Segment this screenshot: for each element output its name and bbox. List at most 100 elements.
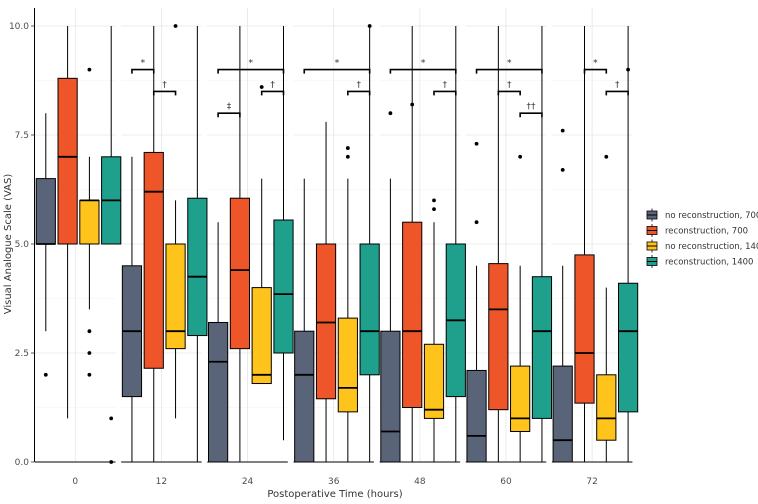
significance-label: *: [335, 59, 340, 69]
box-body: [552, 365, 573, 463]
box-body: [531, 276, 553, 419]
x-tick-label: 12: [156, 477, 167, 487]
box-body: [208, 321, 229, 463]
bracket-line: [605, 90, 629, 96]
significance-bracket: *: [475, 59, 543, 74]
legend-item: reconstruction, 700: [646, 224, 748, 237]
box-0-2: [79, 67, 100, 377]
legend-item: no reconstruction, 700: [646, 208, 758, 222]
legend-label: reconstruction, 1400: [665, 258, 753, 268]
significance-label: ‡: [227, 102, 232, 112]
box-48-0: [380, 111, 401, 463]
outlier-point: [560, 128, 565, 133]
outlier-point: [173, 24, 178, 28]
bracket-line: [303, 68, 371, 74]
box-12-0: [121, 156, 143, 462]
box-36-1: [315, 121, 337, 462]
outlier-point: [626, 67, 630, 72]
box-body: [510, 365, 531, 432]
significance-label: *: [141, 59, 146, 69]
y-tick-label: 0.0: [15, 458, 30, 468]
significance-bracket: *: [131, 59, 155, 74]
significance-bracket: *: [583, 59, 608, 74]
box-60-1: [488, 26, 509, 462]
box-body: [251, 287, 272, 385]
box-0-0: [35, 113, 56, 377]
significance-bracket: †: [260, 80, 285, 96]
box-72-0: [552, 128, 573, 463]
x-tick-label: 24: [242, 477, 254, 487]
box-body: [187, 197, 208, 337]
box-body: [229, 197, 251, 350]
legend-item: reconstruction, 1400: [646, 255, 753, 268]
significance-bracket: †: [605, 80, 629, 96]
box-body: [337, 317, 358, 413]
box-body: [165, 243, 186, 350]
box-60-2: [510, 154, 531, 462]
box-24-2: [251, 85, 272, 385]
box-body: [57, 77, 78, 245]
outlier-point: [560, 167, 565, 172]
box-12-3: [187, 26, 208, 462]
box-24-0: [208, 222, 229, 463]
legend-item: no reconstruction, 1400: [646, 239, 758, 253]
box-72-1: [574, 26, 595, 462]
legend-label: no reconstruction, 1400: [665, 242, 758, 252]
y-tick-label: 7.5: [15, 131, 29, 141]
box-12-2: [165, 24, 186, 419]
significance-label: ††: [527, 102, 537, 112]
outlier-point: [410, 102, 415, 107]
outlier-point: [388, 111, 393, 116]
box-body: [466, 369, 487, 463]
x-axis-title: Postoperative Time (hours): [267, 489, 402, 500]
legend-label: reconstruction, 700: [665, 227, 748, 237]
significance-bracket: *: [217, 59, 285, 74]
significance-bracket: *: [303, 59, 371, 74]
significance-bracket: †: [497, 80, 521, 96]
x-tick-label: 60: [500, 477, 512, 487]
outlier-point: [87, 372, 92, 377]
outlier-point: [432, 207, 436, 212]
x-tick-label: 48: [414, 477, 426, 487]
significance-label: †: [270, 80, 275, 90]
significance-label: *: [507, 59, 512, 69]
outlier-point: [432, 198, 436, 203]
box-body: [574, 254, 595, 404]
bracket-line: [433, 90, 457, 96]
box-36-2: [337, 146, 358, 462]
outlier-point: [87, 329, 92, 334]
y-tick-label: 2.5: [15, 349, 29, 359]
legend: no reconstruction, 700 reconstruction, 70…: [646, 208, 758, 268]
box-body: [35, 178, 56, 245]
bracket-line: [583, 68, 608, 74]
legend-label: no reconstruction, 700: [665, 211, 758, 221]
outlier-point: [109, 416, 114, 421]
significance-bracket: ‡: [217, 102, 241, 118]
box-36-3: [359, 24, 380, 462]
significance-bracket: *: [389, 59, 457, 74]
box-24-1: [229, 26, 251, 462]
outlier-point: [474, 220, 479, 225]
box-body: [294, 330, 315, 463]
box-48-2: [423, 198, 445, 462]
significance-label: *: [421, 59, 426, 69]
box-body: [273, 219, 294, 354]
box-body: [79, 199, 100, 245]
outlier-point: [604, 154, 609, 159]
significance-label: *: [593, 59, 598, 69]
outlier-point: [367, 24, 372, 28]
box-72-2: [596, 154, 617, 462]
x-tick-label: 72: [586, 477, 597, 487]
y-tick-label: 5.0: [15, 240, 30, 250]
bracket-line: [260, 90, 285, 96]
box-12-1: [143, 26, 164, 462]
bracket-line: [217, 112, 241, 118]
box-36-0: [294, 178, 315, 463]
significance-bracket: ††: [519, 102, 543, 118]
significance-label: †: [443, 80, 448, 90]
significance-bracket: †: [347, 80, 371, 96]
box-48-3: [445, 26, 466, 462]
outlier-point: [259, 85, 264, 89]
significance-label: *: [249, 59, 254, 69]
